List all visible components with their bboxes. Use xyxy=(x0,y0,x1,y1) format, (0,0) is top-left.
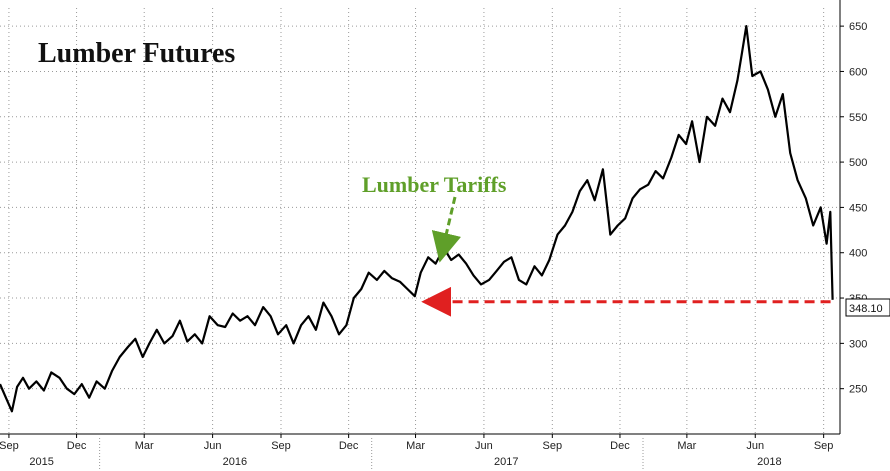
y-tick-label: 300 xyxy=(849,338,867,350)
y-tick-label: 400 xyxy=(849,248,867,260)
last-value-label: 348.10 xyxy=(849,303,883,315)
x-tick-label: Jun xyxy=(746,440,764,452)
y-tick-label: 650 xyxy=(849,21,867,33)
year-label: 2017 xyxy=(494,456,518,468)
green-dashed-arrow xyxy=(431,196,462,263)
x-tick-label: Sep xyxy=(271,440,291,452)
chart-title: Lumber Futures xyxy=(38,38,235,69)
year-label: 2016 xyxy=(223,456,247,468)
series-line xyxy=(0,25,834,413)
last-value-badge: 348.10 xyxy=(845,298,890,317)
y-tick-label: 450 xyxy=(849,202,867,214)
x-tick-label: Dec xyxy=(339,440,359,452)
last-value-box xyxy=(845,298,890,317)
gridlines xyxy=(0,8,840,434)
x-tick-label: Sep xyxy=(543,440,563,452)
x-tick-label: Sep xyxy=(0,440,19,452)
y-tick-label: 500 xyxy=(849,157,867,169)
y-tick-label: 550 xyxy=(849,112,867,124)
y-tick-label: 250 xyxy=(849,384,867,396)
x-tick-label: Mar xyxy=(406,440,425,452)
y-tick-label: 600 xyxy=(849,66,867,78)
x-tick-label: Mar xyxy=(135,440,154,452)
annotation-lumber-tariffs: Lumber Tariffs xyxy=(362,172,507,197)
x-tick-label: Jun xyxy=(204,440,222,452)
x-tick-label: Jun xyxy=(475,440,493,452)
axes: 250300350400450500550600650SepDecMarJunS… xyxy=(0,0,867,470)
x-tick-label: Dec xyxy=(67,440,87,452)
x-tick-label: Sep xyxy=(814,440,834,452)
year-label: 2018 xyxy=(757,456,781,468)
year-label: 2015 xyxy=(29,456,53,468)
annotations xyxy=(421,196,831,317)
series-layer xyxy=(0,25,834,413)
x-tick-label: Dec xyxy=(610,440,630,452)
x-tick-label: Mar xyxy=(677,440,696,452)
